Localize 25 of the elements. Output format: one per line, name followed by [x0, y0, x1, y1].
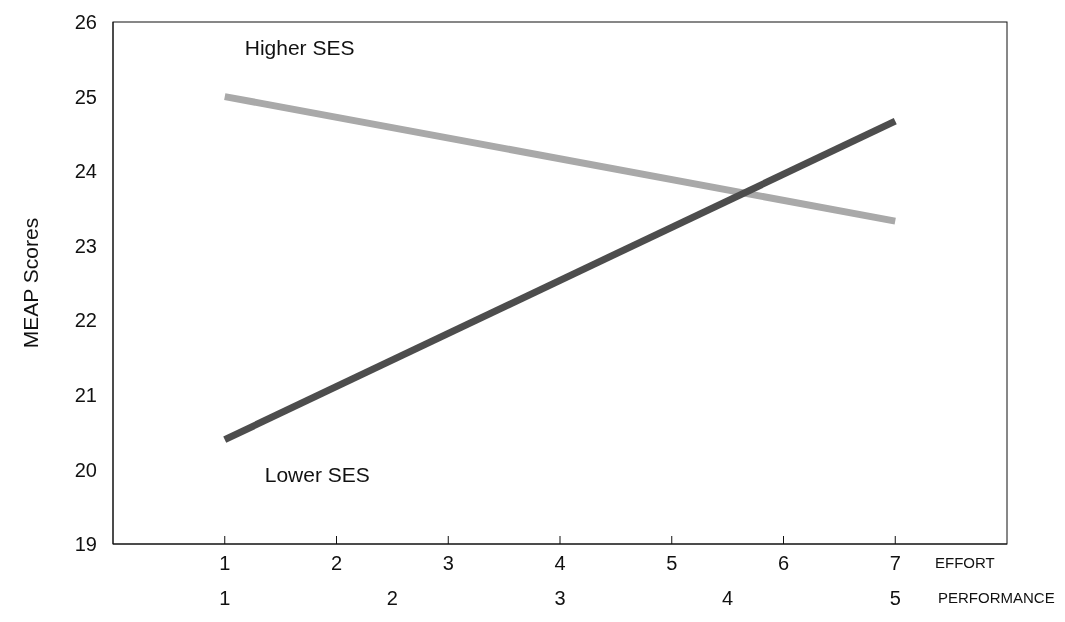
y-tick-label: 19	[74, 533, 97, 556]
y-tick-label: 25	[74, 85, 97, 108]
y-tick-label: 23	[74, 234, 97, 257]
y-tick-label: 24	[74, 160, 97, 183]
x-tick-label: 7	[889, 552, 901, 575]
x-tick-label: 1	[219, 552, 231, 575]
series-label: Lower SES	[264, 462, 370, 486]
x-tick-label: 5	[666, 552, 678, 575]
y-axis-title: MEAP Scores	[19, 217, 43, 349]
x2-tick-label: 1	[219, 587, 231, 609]
y-tick-label: 21	[74, 383, 97, 406]
x2-tick-label: 5	[889, 587, 901, 609]
y-tick-label: 20	[74, 458, 97, 481]
x-tick-label: 3	[442, 552, 454, 575]
series-label: Higher SES	[244, 35, 355, 59]
x-tick-label: 4	[554, 552, 566, 575]
x2-tick-label: 3	[554, 587, 566, 609]
y-tick-label: 22	[74, 309, 97, 332]
x2-axis-title: PERFORMANCE	[938, 589, 1055, 606]
y-tick-label: 26	[74, 11, 97, 34]
x-axis-title: EFFORT	[935, 554, 995, 571]
x-tick-label: 6	[777, 552, 790, 575]
x-tick-label: 2	[330, 552, 343, 575]
x2-tick-label: 2	[386, 587, 398, 609]
x2-tick-label: 4	[722, 587, 734, 609]
